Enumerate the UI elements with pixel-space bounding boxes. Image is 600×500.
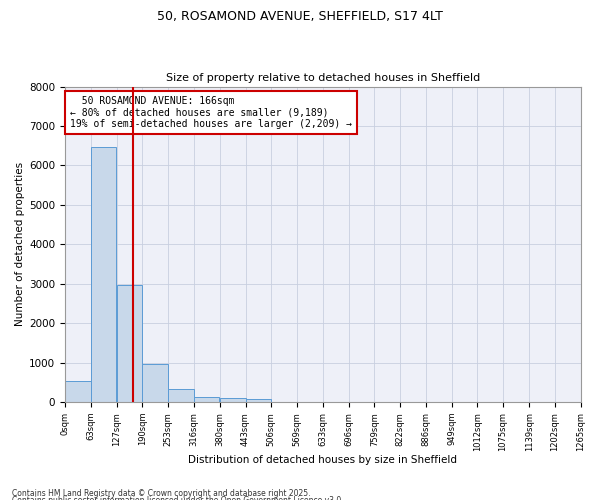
Bar [245,400,271,402]
Bar [142,364,168,402]
Bar [117,286,142,402]
Title: Size of property relative to detached houses in Sheffield: Size of property relative to detached ho… [166,73,480,83]
Bar [194,396,220,402]
Bar [91,146,116,402]
Bar [168,388,194,402]
Bar [220,398,245,402]
Bar [65,381,91,402]
X-axis label: Distribution of detached houses by size in Sheffield: Distribution of detached houses by size … [188,455,457,465]
Text: Contains public sector information licensed under the Open Government Licence v3: Contains public sector information licen… [12,496,344,500]
Text: 50, ROSAMOND AVENUE, SHEFFIELD, S17 4LT: 50, ROSAMOND AVENUE, SHEFFIELD, S17 4LT [157,10,443,23]
Y-axis label: Number of detached properties: Number of detached properties [15,162,25,326]
Text: 50 ROSAMOND AVENUE: 166sqm
← 80% of detached houses are smaller (9,189)
19% of s: 50 ROSAMOND AVENUE: 166sqm ← 80% of deta… [70,96,352,129]
Text: Contains HM Land Registry data © Crown copyright and database right 2025.: Contains HM Land Registry data © Crown c… [12,488,311,498]
